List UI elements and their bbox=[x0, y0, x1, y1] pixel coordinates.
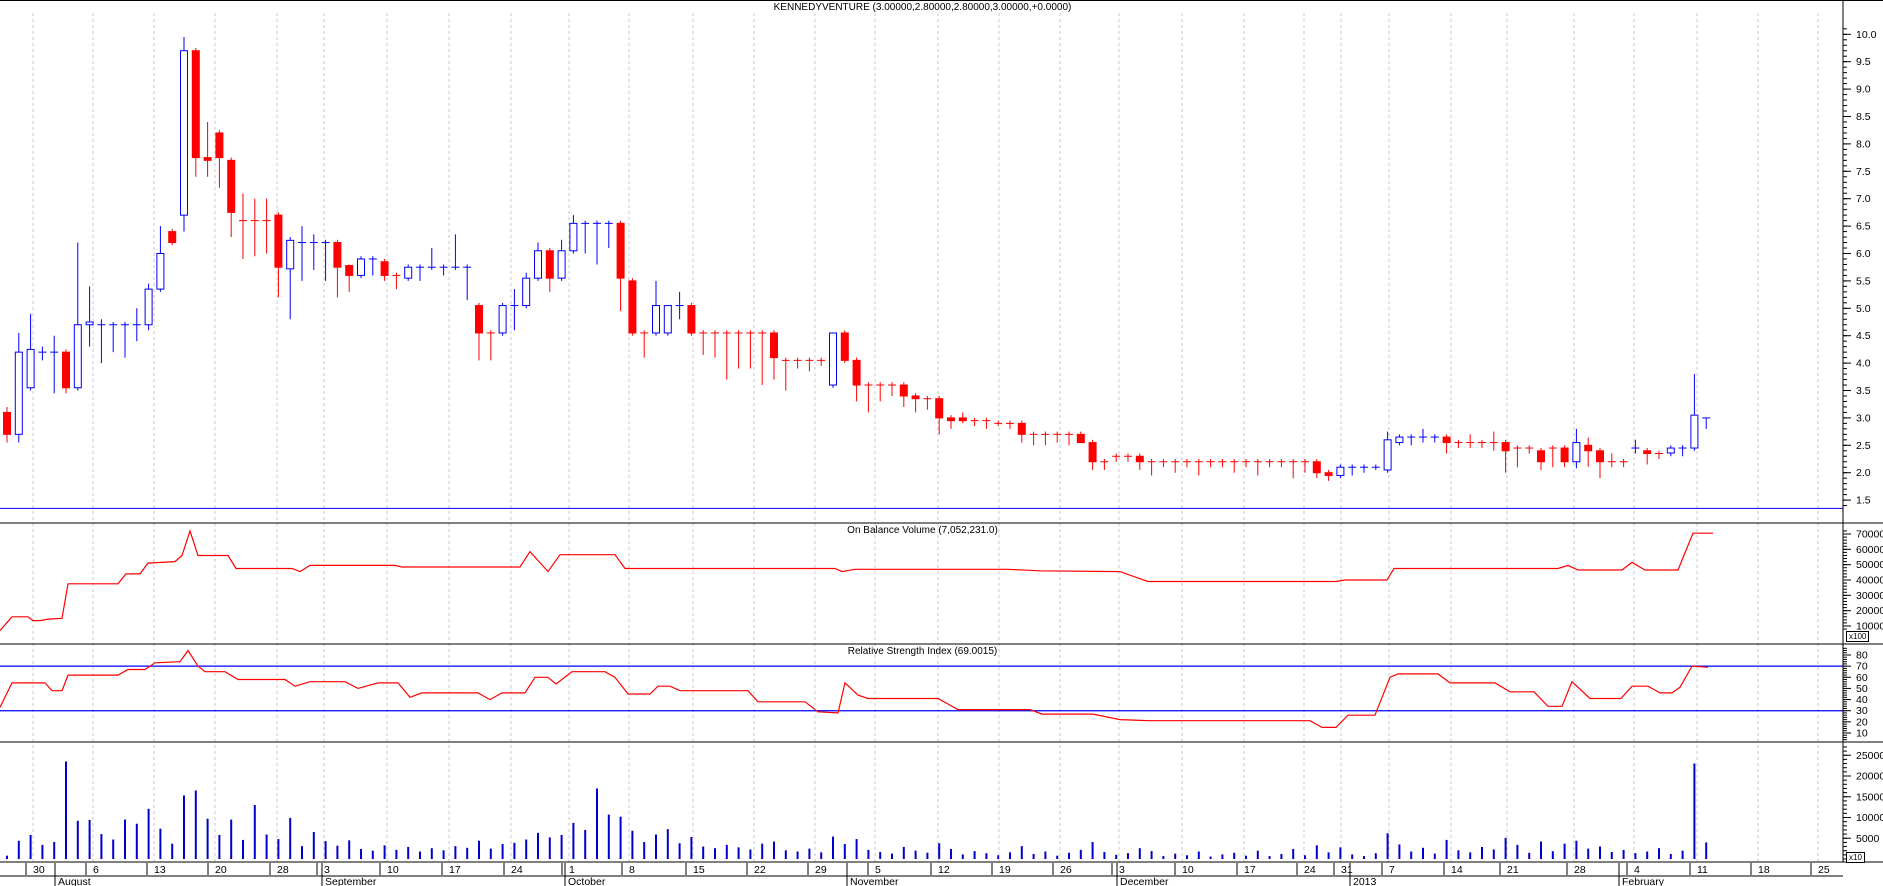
volume-bars bbox=[6, 761, 1708, 859]
obv-line bbox=[0, 528, 1713, 631]
svg-text:3.0: 3.0 bbox=[1856, 412, 1871, 424]
svg-text:October: October bbox=[568, 876, 606, 886]
svg-text:7.0: 7.0 bbox=[1856, 193, 1871, 205]
svg-text:December: December bbox=[1120, 876, 1169, 886]
svg-text:31: 31 bbox=[1341, 864, 1353, 876]
svg-text:21: 21 bbox=[1507, 864, 1519, 876]
svg-text:40000: 40000 bbox=[1856, 575, 1883, 587]
svg-text:2.5: 2.5 bbox=[1856, 440, 1871, 452]
rsi-panel-title: Relative Strength Index (69.0015) bbox=[847, 646, 998, 657]
svg-text:7.5: 7.5 bbox=[1856, 166, 1871, 178]
svg-text:10.0: 10.0 bbox=[1856, 29, 1877, 41]
rsi-bands bbox=[0, 665, 1843, 712]
svg-text:1: 1 bbox=[569, 864, 575, 876]
svg-text:20: 20 bbox=[215, 864, 227, 876]
svg-text:24: 24 bbox=[511, 864, 523, 876]
svg-text:80: 80 bbox=[1856, 650, 1868, 662]
svg-text:26: 26 bbox=[1060, 864, 1072, 876]
svg-text:28: 28 bbox=[277, 864, 289, 876]
svg-text:6.5: 6.5 bbox=[1856, 221, 1871, 233]
svg-text:25: 25 bbox=[1818, 864, 1830, 876]
svg-text:February: February bbox=[1622, 876, 1665, 886]
svg-text:30: 30 bbox=[1856, 705, 1868, 717]
svg-text:7: 7 bbox=[1389, 864, 1395, 876]
svg-text:17: 17 bbox=[1244, 864, 1256, 876]
svg-text:3.5: 3.5 bbox=[1856, 385, 1871, 397]
svg-text:10000: 10000 bbox=[1856, 621, 1883, 633]
svg-text:6.0: 6.0 bbox=[1856, 248, 1871, 260]
svg-text:12: 12 bbox=[938, 864, 950, 876]
svg-text:60: 60 bbox=[1856, 672, 1868, 684]
svg-text:11: 11 bbox=[1697, 864, 1708, 876]
svg-text:4: 4 bbox=[1634, 864, 1640, 876]
svg-text:1.5: 1.5 bbox=[1856, 495, 1871, 507]
svg-text:29: 29 bbox=[815, 864, 827, 876]
svg-text:50: 50 bbox=[1856, 683, 1868, 695]
svg-text:15: 15 bbox=[693, 864, 705, 876]
volume-scale-multiplier-badge: x10 bbox=[1846, 852, 1865, 863]
svg-text:10: 10 bbox=[1856, 728, 1868, 740]
svg-text:5.0: 5.0 bbox=[1856, 303, 1871, 315]
weekly-gridlines bbox=[32, 13, 1819, 862]
svg-text:10: 10 bbox=[387, 864, 399, 876]
svg-text:September: September bbox=[325, 876, 377, 886]
svg-text:20: 20 bbox=[1856, 716, 1868, 728]
rsi-line bbox=[0, 649, 1709, 729]
svg-text:4.5: 4.5 bbox=[1856, 330, 1871, 342]
svg-text:10: 10 bbox=[1182, 864, 1194, 876]
svg-text:18: 18 bbox=[1758, 864, 1770, 876]
svg-text:8.5: 8.5 bbox=[1856, 111, 1871, 123]
svg-text:9.5: 9.5 bbox=[1856, 56, 1871, 68]
svg-text:25000: 25000 bbox=[1856, 750, 1883, 762]
svg-text:8: 8 bbox=[629, 864, 635, 876]
svg-text:70000: 70000 bbox=[1856, 529, 1883, 541]
svg-text:28: 28 bbox=[1574, 864, 1586, 876]
obv-panel-title: On Balance Volume (7,052,231.0) bbox=[847, 525, 998, 536]
svg-text:8.0: 8.0 bbox=[1856, 138, 1871, 150]
svg-text:2.0: 2.0 bbox=[1856, 467, 1871, 479]
svg-text:9.0: 9.0 bbox=[1856, 84, 1871, 96]
svg-text:10000: 10000 bbox=[1856, 812, 1883, 824]
svg-text:60000: 60000 bbox=[1856, 544, 1883, 556]
candlestick-series bbox=[3, 37, 1711, 481]
svg-text:November: November bbox=[850, 876, 899, 886]
svg-text:14: 14 bbox=[1451, 864, 1463, 876]
obv-scale-multiplier-badge: x100 bbox=[1846, 631, 1870, 642]
svg-text:5: 5 bbox=[875, 864, 881, 876]
svg-text:30: 30 bbox=[33, 864, 45, 876]
svg-text:30000: 30000 bbox=[1856, 590, 1883, 602]
svg-text:3: 3 bbox=[324, 864, 330, 876]
svg-text:70: 70 bbox=[1856, 661, 1868, 673]
svg-text:5.5: 5.5 bbox=[1856, 275, 1871, 287]
svg-text:6: 6 bbox=[93, 864, 99, 876]
svg-text:20000: 20000 bbox=[1856, 605, 1883, 617]
right-axis: 1.5 2.0 2.5 3.0 3.5 4.0 4.5 5.0 5.5 6.0 6.5 7.0 7.5 8… bbox=[1843, 28, 1883, 860]
chart-title: KENNEDYVENTURE (3.00000,2.80000,2.80000,… bbox=[773, 2, 1072, 13]
svg-text:2013: 2013 bbox=[1353, 876, 1377, 886]
svg-text:20000: 20000 bbox=[1856, 771, 1883, 783]
svg-text:August: August bbox=[58, 876, 91, 886]
svg-text:3: 3 bbox=[1119, 864, 1125, 876]
svg-text:24: 24 bbox=[1304, 864, 1316, 876]
svg-text:17: 17 bbox=[449, 864, 461, 876]
svg-text:19: 19 bbox=[999, 864, 1011, 876]
svg-text:4.0: 4.0 bbox=[1856, 358, 1871, 370]
svg-text:50000: 50000 bbox=[1856, 559, 1883, 571]
date-axis: 30 6 13 20 28 3 10 17 24 1 8 15 22 29 5 12 19 26 3 10 17 24 31… bbox=[25, 863, 1830, 886]
svg-text:5000: 5000 bbox=[1856, 833, 1880, 845]
svg-text:22: 22 bbox=[754, 864, 766, 876]
svg-text:40: 40 bbox=[1856, 694, 1868, 706]
svg-text:13: 13 bbox=[154, 864, 166, 876]
svg-text:15000: 15000 bbox=[1856, 791, 1883, 803]
